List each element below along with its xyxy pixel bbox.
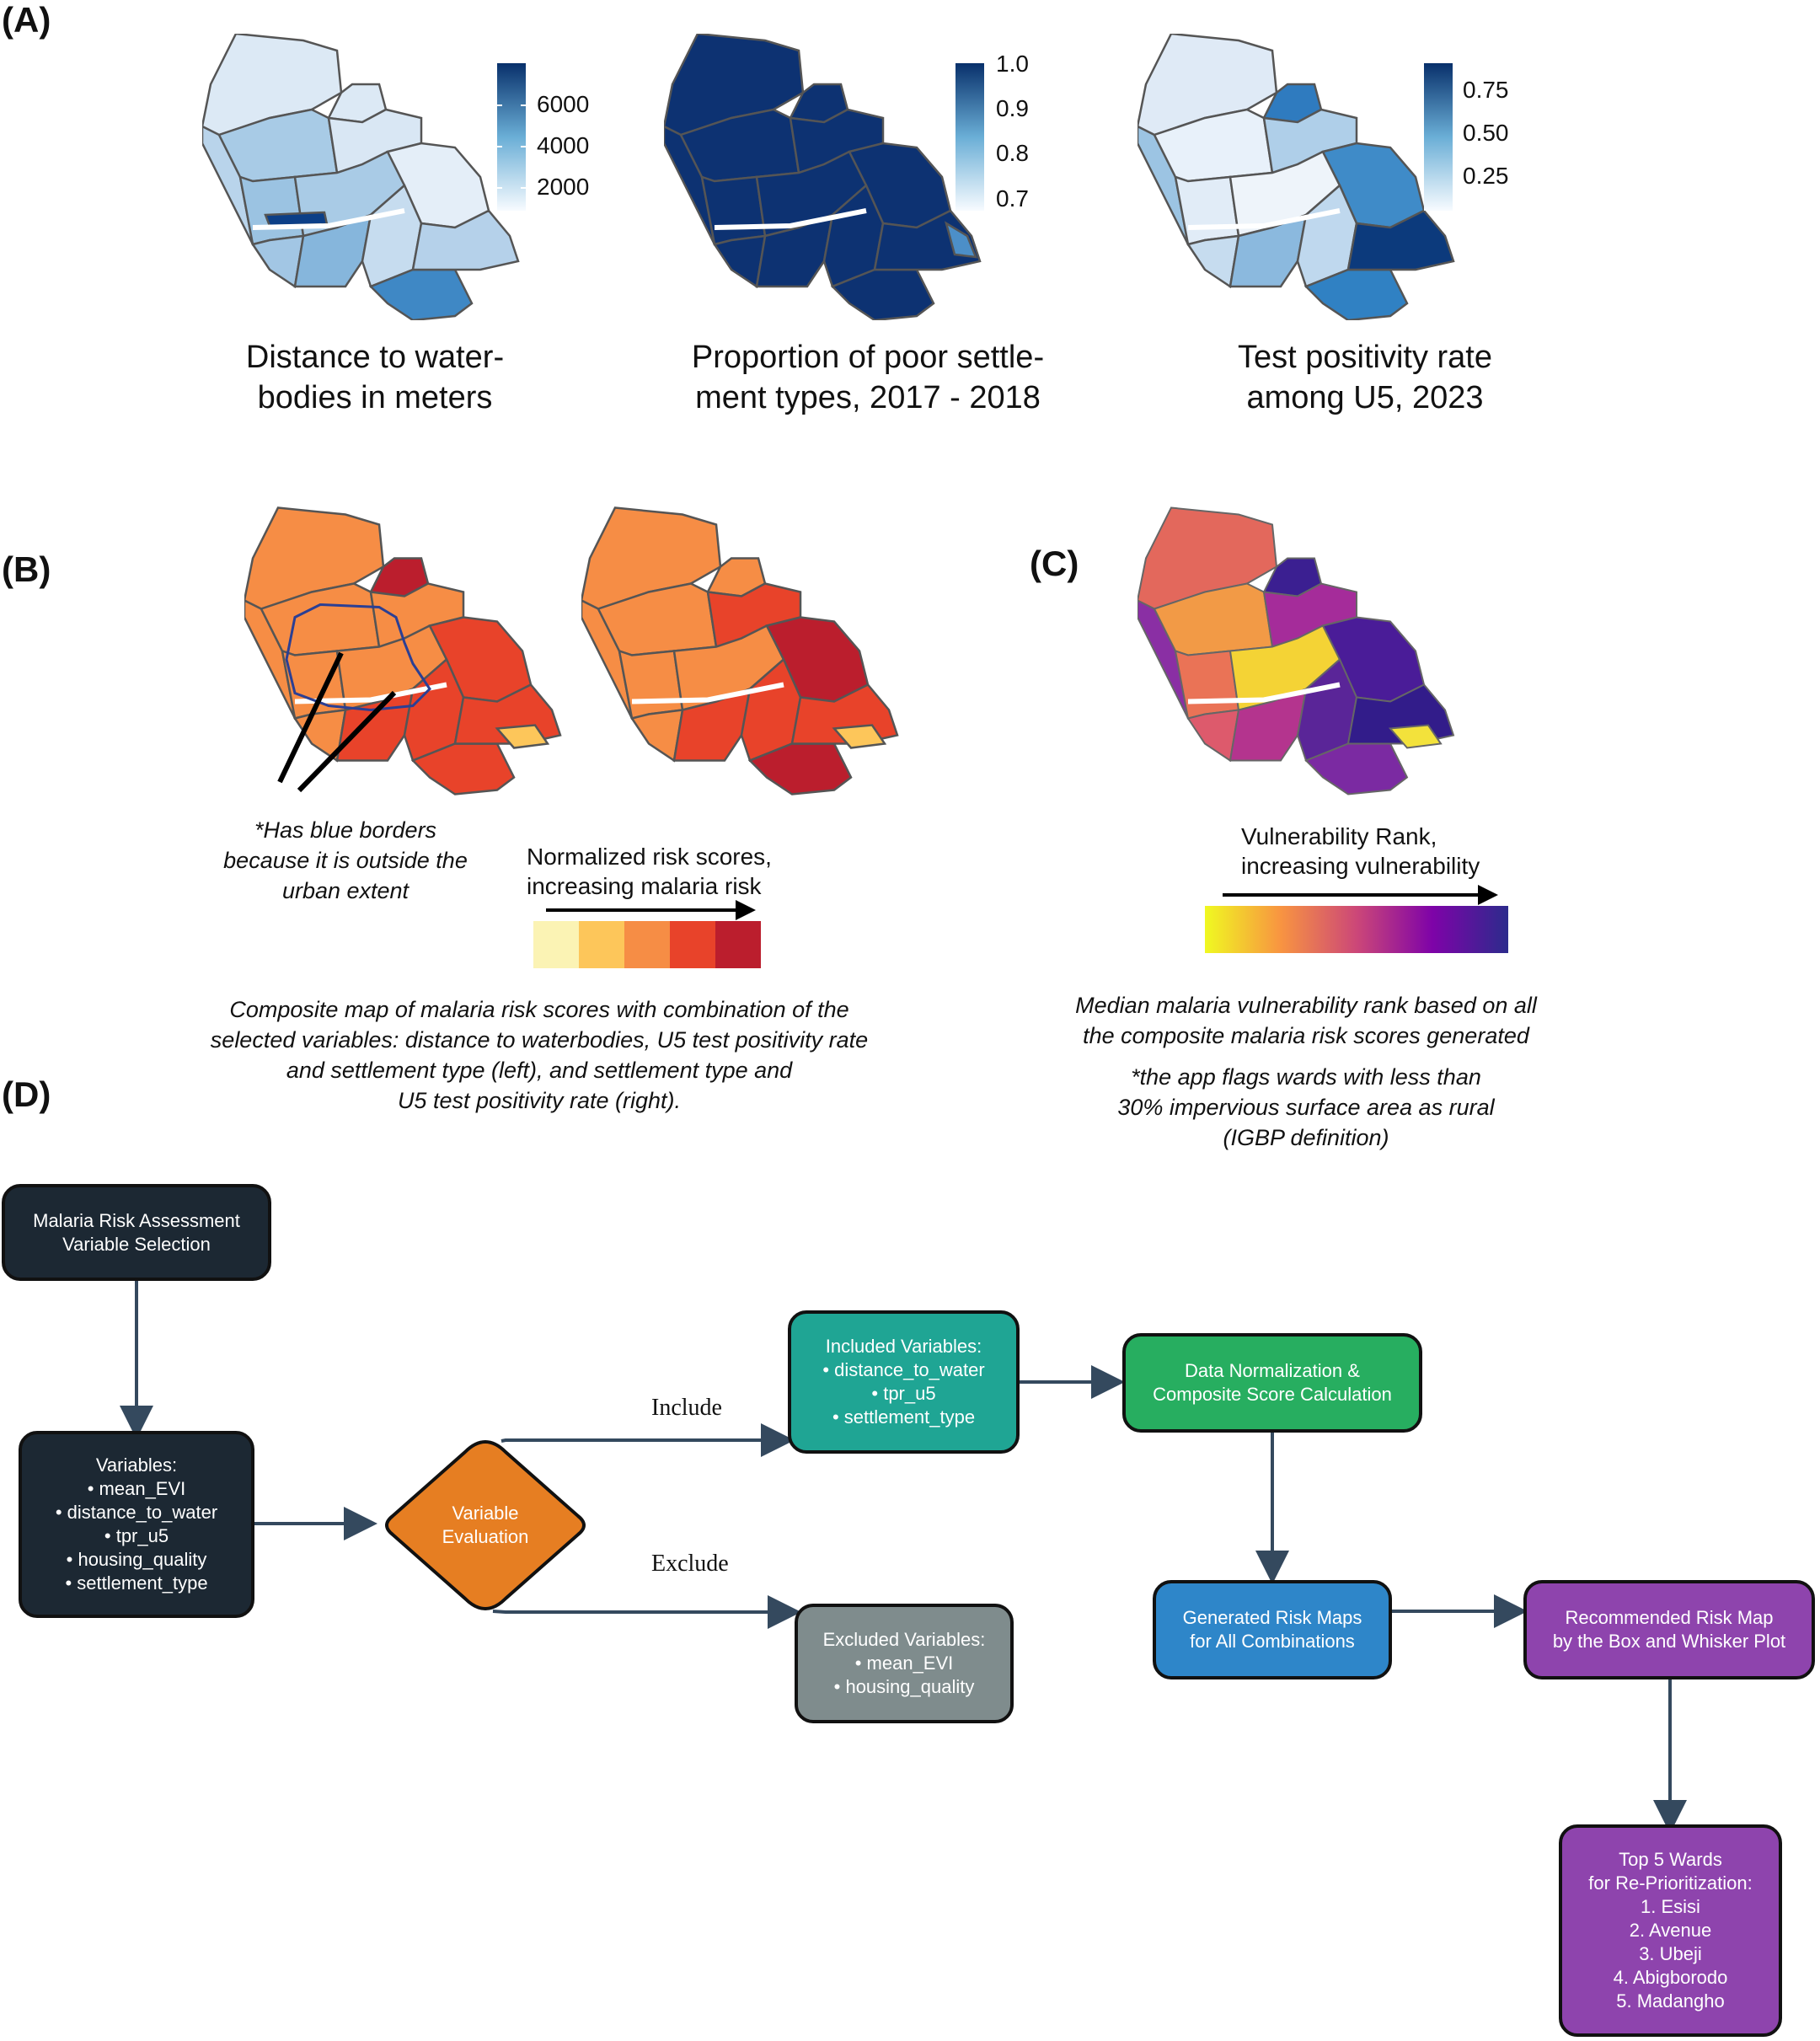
risk-legend-arrow bbox=[546, 900, 756, 920]
node-top5-wards[interactable]: Top 5 Wards for Re-Prioritization: 1. Es… bbox=[1559, 1824, 1782, 2037]
legend-tick: 0.50 bbox=[1463, 120, 1509, 146]
caption-positivity: Test positivity rate among U5, 2023 bbox=[1238, 340, 1492, 415]
edge-include bbox=[500, 1423, 795, 1457]
legend-tick: 0.25 bbox=[1463, 163, 1509, 189]
panel-c-label: (C) bbox=[1030, 544, 1079, 583]
pointer-lines bbox=[277, 651, 397, 793]
risk-swatch bbox=[670, 921, 715, 968]
risk-swatch bbox=[715, 921, 761, 968]
panel-d-label: (D) bbox=[2, 1074, 51, 1114]
legend-tick: 1.0 bbox=[996, 51, 1029, 77]
risk-swatch bbox=[579, 921, 624, 968]
panel-b-label: (B) bbox=[2, 549, 51, 589]
legend-tick: 0.9 bbox=[996, 95, 1029, 121]
ward bbox=[411, 209, 520, 271]
vulnerability-legend-title: Vulnerability Rank, increasing vulnerabi… bbox=[1241, 823, 1480, 879]
legend-tick: 6000 bbox=[537, 91, 590, 117]
vulnerability-legend-arrow bbox=[1223, 885, 1498, 905]
caption-distance: Distance to water- bodies in meters bbox=[245, 340, 505, 415]
legend-tick: 0.8 bbox=[996, 140, 1029, 166]
node-recommended-map[interactable]: Recommended Risk Map by the Box and Whis… bbox=[1523, 1580, 1815, 1679]
vulnerability-caption: Median malaria vulnerability rank based … bbox=[1075, 993, 1537, 1048]
map-poor-settlement bbox=[664, 34, 982, 320]
node-variable-evaluation[interactable]: Variable Evaluation bbox=[379, 1438, 592, 1612]
risk-swatch bbox=[624, 921, 670, 968]
map-risk-right bbox=[581, 506, 899, 796]
legend-settlement bbox=[956, 63, 984, 211]
composite-caption: Composite map of malaria risk scores wit… bbox=[210, 997, 869, 1113]
legend-tick: 4000 bbox=[537, 132, 590, 158]
rural-note: *the app flags wards with less than 30% … bbox=[1117, 1064, 1495, 1150]
blue-border-note: *Has blue borders because it is outside … bbox=[223, 817, 468, 903]
legend-tick: 2000 bbox=[537, 174, 590, 200]
map-test-positivity bbox=[1138, 34, 1455, 320]
risk-legend-swatches bbox=[533, 921, 761, 968]
legend-tick: 0.7 bbox=[996, 185, 1029, 212]
flowchart-edges bbox=[120, 1279, 1687, 1834]
edge-label-include: Include bbox=[651, 1395, 722, 1421]
edge-exclude bbox=[492, 1595, 801, 1629]
node-normalization[interactable]: Data Normalization & Composite Score Cal… bbox=[1122, 1333, 1422, 1433]
legend-distance bbox=[497, 63, 526, 211]
risk-swatch bbox=[533, 921, 579, 968]
node-risk-maps[interactable]: Generated Risk Maps for All Combinations bbox=[1153, 1580, 1392, 1679]
node-excluded-variables[interactable]: Excluded Variables: • mean_EVI • housing… bbox=[795, 1604, 1014, 1723]
map-distance-to-water bbox=[202, 34, 520, 320]
vulnerability-gradient bbox=[1205, 906, 1508, 953]
node-variable-selection[interactable]: Malaria Risk Assessment Variable Selecti… bbox=[2, 1184, 271, 1281]
node-variables[interactable]: Variables: • mean_EVI • distance_to_wate… bbox=[19, 1431, 254, 1618]
ward bbox=[368, 268, 474, 320]
node-included-variables[interactable]: Included Variables: • distance_to_water … bbox=[788, 1310, 1020, 1454]
node-evaluation-label: Variable Evaluation bbox=[442, 1503, 529, 1547]
legend-tick: 0.75 bbox=[1463, 77, 1509, 103]
legend-positivity bbox=[1424, 63, 1453, 211]
panel-a-label: (A) bbox=[2, 0, 51, 40]
edge-label-exclude: Exclude bbox=[651, 1551, 729, 1577]
map-vulnerability bbox=[1138, 506, 1455, 796]
risk-legend-title: Normalized risk scores, increasing malar… bbox=[527, 844, 772, 899]
caption-settlement: Proportion of poor settle- ment types, 2… bbox=[691, 340, 1045, 415]
